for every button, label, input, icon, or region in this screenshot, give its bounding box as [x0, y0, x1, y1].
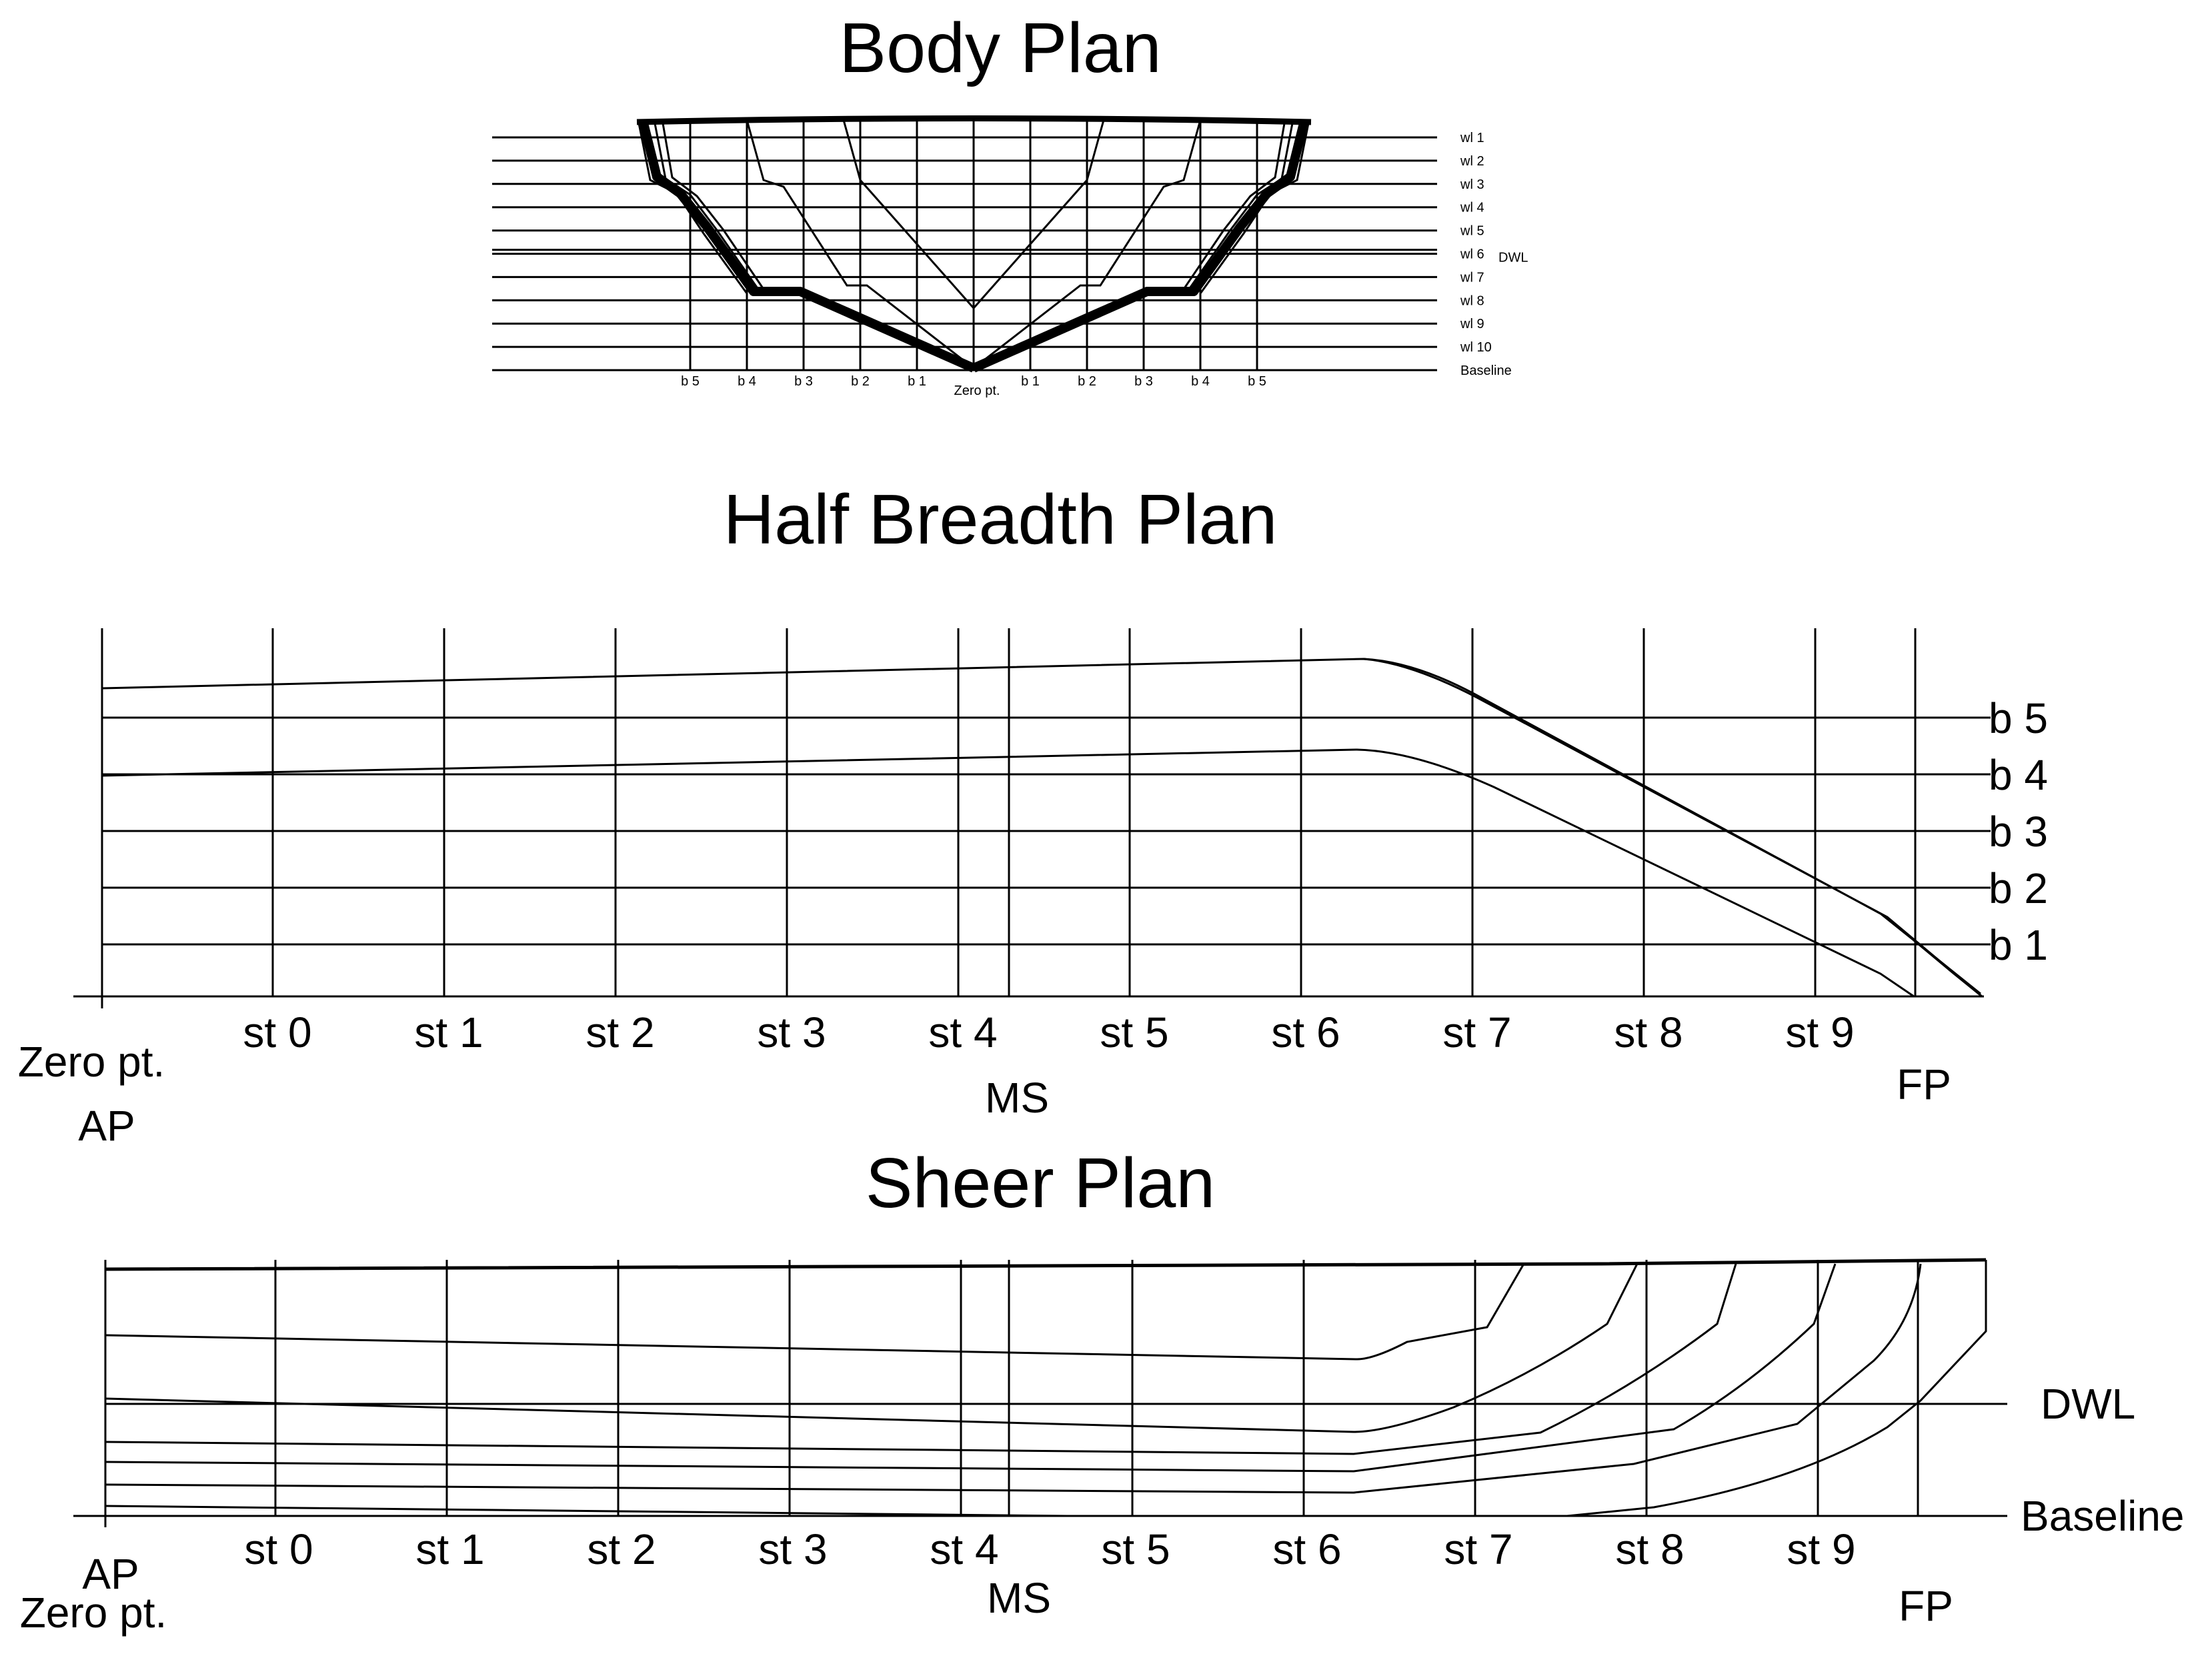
sheer-zero-label: Zero pt. [20, 1589, 167, 1637]
half-breadth-station-label: st 2 [586, 1008, 654, 1056]
half-breadth-station-label: st 7 [1442, 1008, 1511, 1056]
sheer-station-label: st 2 [587, 1525, 656, 1573]
sheer-buttock-3 [105, 1263, 1737, 1455]
sheer-grid [73, 1260, 2007, 1527]
buttock-label-right: b 3 [1134, 374, 1153, 389]
half-breadth-plan-title: Half Breadth Plan [724, 480, 1278, 559]
sheer-station-label: st 5 [1101, 1525, 1170, 1573]
half-breadth-station-label: st 6 [1271, 1008, 1340, 1056]
sheer-station-label: st 7 [1444, 1525, 1512, 1573]
waterline-label: wl 2 [1460, 154, 1484, 169]
buttock-label-right: b 1 [1021, 374, 1040, 389]
half-breadth-chine-line [101, 748, 1915, 998]
half-breadth-station-label: st 5 [1100, 1008, 1168, 1056]
buttock-label-left: b 2 [851, 374, 870, 389]
waterline-label: wl 1 [1460, 131, 1484, 145]
half-breadth-buttock-label: b 2 [1989, 864, 2048, 912]
body-plan-grid [492, 120, 1437, 371]
waterline-label: wl 9 [1460, 317, 1484, 331]
sheer-ms-label: MS [987, 1574, 1051, 1622]
body-plan-section-fan [638, 123, 1310, 294]
sheer-buttock-1 [105, 1263, 1525, 1361]
sheer-station-label: st 1 [415, 1525, 484, 1573]
sheer-keel-line [105, 1505, 1567, 1517]
half-breadth-stem [1913, 939, 1983, 998]
sheer-stem [1566, 1260, 1987, 1517]
half-breadth-labels: b 5 b 4 b 3 b 2 b 1 st 0 st 1 st 2 st 3 st 4 st 5 s… [18, 694, 2048, 1150]
buttock-label-right: b 4 [1191, 374, 1210, 389]
half-breadth-fp-label: FP [1897, 1060, 1951, 1108]
half-breadth-ms-label: MS [985, 1074, 1049, 1122]
half-breadth-buttock-label: b 3 [1989, 808, 2048, 856]
sheer-baseline-label: Baseline [2021, 1492, 2185, 1540]
sheer-buttock-2 [105, 1263, 1638, 1433]
sheer-buttock-5 [105, 1263, 1922, 1494]
half-breadth-plan: Half Breadth Plan b 5 b 4 b 3 b 2 b 1 st 0 st … [18, 480, 2048, 1150]
buttock-label-left: b 4 [738, 374, 756, 389]
body-plan-hull [636, 115, 1312, 373]
half-breadth-ap-label: AP [78, 1102, 135, 1150]
half-breadth-buttock-label: b 1 [1989, 921, 2048, 969]
body-plan-deck-line [636, 115, 1312, 125]
sheer-deck-line [105, 1258, 1987, 1271]
sheer-labels: DWL Baseline st 0 st 1 st 2 st 3 st 4 st 5 st 6 s… [20, 1380, 2185, 1637]
waterline-label: wl 7 [1460, 270, 1484, 285]
buttock-label-left: b 3 [794, 374, 813, 389]
body-plan: Body Plan wl 1wl 2wl 3wl 4wl 5wl 6 DWLwl … [492, 9, 1528, 398]
half-breadth-hull [101, 658, 1983, 998]
buttock-label-left: b 1 [908, 374, 926, 389]
half-breadth-grid [73, 628, 1991, 1008]
waterline-label: wl 5 [1460, 224, 1484, 239]
sheer-station-label: st 8 [1615, 1525, 1684, 1573]
body-plan-title: Body Plan [839, 9, 1161, 87]
sheer-ap-label: AP [82, 1550, 139, 1598]
body-plan-fwd-section-1 [746, 119, 1202, 369]
half-breadth-station-label: st 4 [928, 1008, 997, 1056]
waterline-label: wl 6 [1460, 247, 1484, 262]
waterline-label: wl 8 [1460, 293, 1484, 308]
buttock-label-left: b 5 [681, 374, 700, 389]
baseline-label: Baseline [1460, 363, 1512, 378]
sheer-buttock-4 [105, 1263, 1837, 1473]
dwl-label: DWL [1498, 251, 1528, 265]
sheer-station-label: st 6 [1272, 1525, 1341, 1573]
sheer-station-label: st 0 [244, 1525, 313, 1573]
waterline-label: wl 3 [1460, 177, 1484, 192]
waterline-label: wl 10 [1460, 340, 1492, 355]
buttock-label-right: b 5 [1248, 374, 1266, 389]
sheer-hull [105, 1258, 1987, 1517]
zero-point-label: Zero pt. [954, 383, 1000, 398]
body-plan-labels: wl 1 wl 2 wl 3 wl 4 wl 5 wl 6 DWL wl 7 wl 8 wl 9 w… [681, 131, 1528, 398]
sheer-fp-label: FP [1899, 1582, 1953, 1630]
half-breadth-deck-line-2 [1363, 658, 1983, 998]
sheer-plan: Sheer Plan DWL Baseline st 0 st 1 st 2 st 3 st… [20, 1144, 2185, 1637]
half-breadth-zero-label: Zero pt. [18, 1038, 165, 1086]
body-plan-fwd-section-2 [842, 119, 1105, 310]
half-breadth-station-label: st 8 [1614, 1008, 1683, 1056]
half-breadth-station-label: st 9 [1785, 1008, 1854, 1056]
sheer-station-label: st 9 [1787, 1525, 1855, 1573]
sheer-station-label: st 3 [758, 1525, 827, 1573]
half-breadth-buttock-label: b 5 [1989, 694, 2048, 742]
half-breadth-station-label: st 1 [414, 1008, 483, 1056]
half-breadth-station-label: st 3 [757, 1008, 826, 1056]
half-breadth-buttock-label: b 4 [1989, 751, 2048, 799]
sheer-station-label: st 4 [930, 1525, 998, 1573]
half-breadth-station-label: st 0 [243, 1008, 311, 1056]
sheer-plan-title: Sheer Plan [866, 1144, 1215, 1222]
waterline-label: wl 4 [1460, 201, 1484, 215]
buttock-label-right: b 2 [1078, 374, 1096, 389]
sheer-dwl-label: DWL [2041, 1380, 2135, 1428]
